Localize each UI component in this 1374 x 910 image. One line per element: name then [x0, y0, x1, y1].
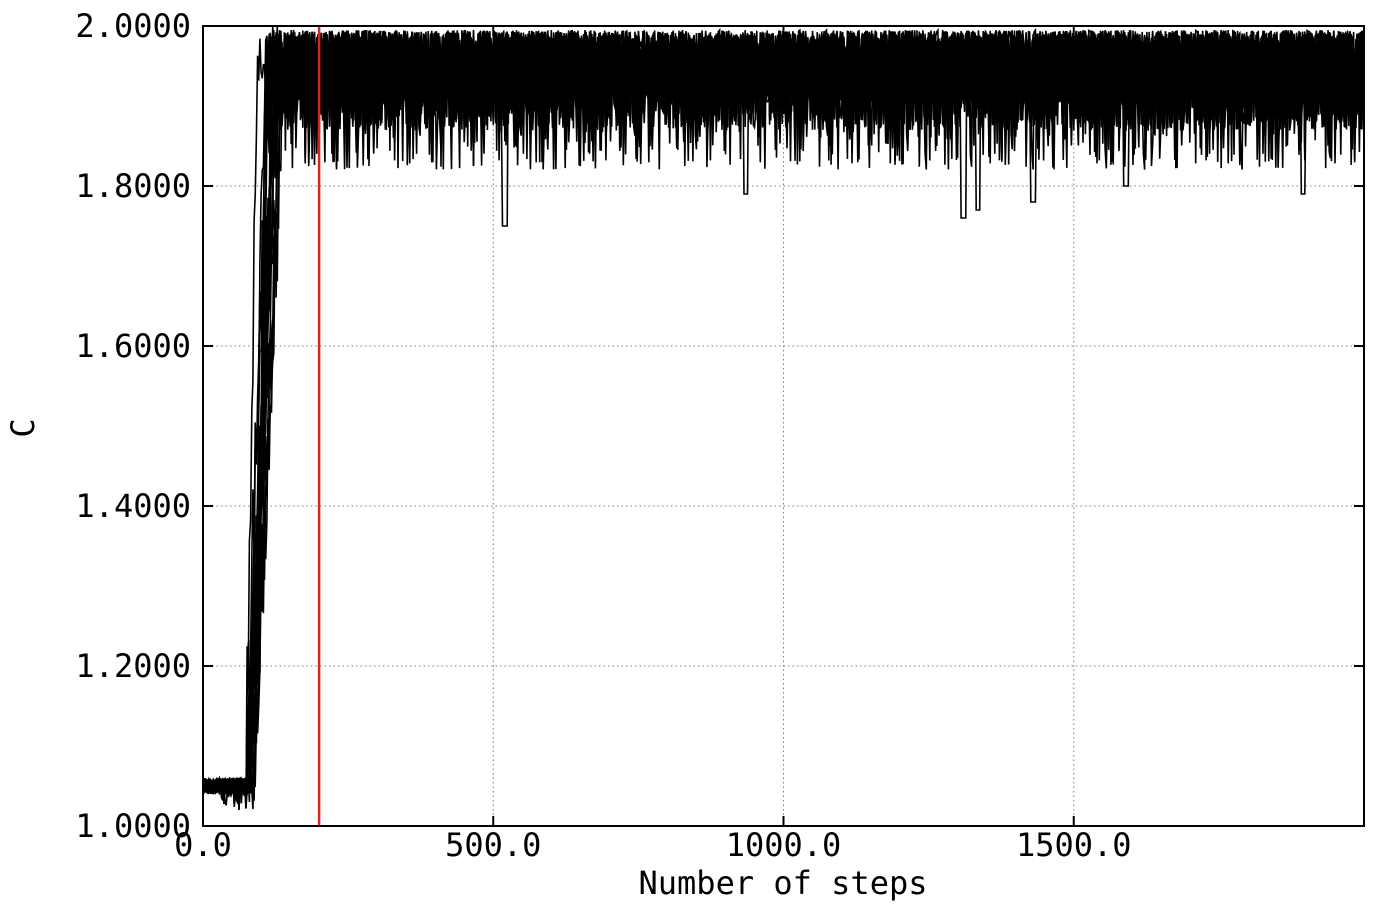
y-tick-label: 1.6000 — [75, 327, 191, 365]
x-tick-label: 0.0 — [174, 826, 232, 864]
series-line — [203, 30, 1364, 801]
axis-ticks — [202, 25, 1364, 827]
x-tick-label: 1500.0 — [1016, 826, 1132, 864]
y-tick-label: 2.0000 — [75, 7, 191, 45]
y-tick-label: 1.2000 — [75, 647, 191, 685]
y-tick-label: 1.8000 — [75, 167, 191, 205]
y-axis-label: C — [4, 418, 42, 437]
tick-labels: 0.0 500.0 1000.0 1500.0 1.0000 1.2000 1.4000 1.… — [75, 7, 1131, 864]
grid-lines — [203, 26, 1364, 826]
x-axis-label: Number of steps — [639, 864, 928, 902]
series-lines — [203, 26, 1364, 811]
y-tick-label: 1.4000 — [75, 487, 191, 525]
y-tick-label: 1.0000 — [75, 807, 191, 845]
x-tick-label: 1000.0 — [726, 826, 842, 864]
x-tick-label: 500.0 — [445, 826, 541, 864]
